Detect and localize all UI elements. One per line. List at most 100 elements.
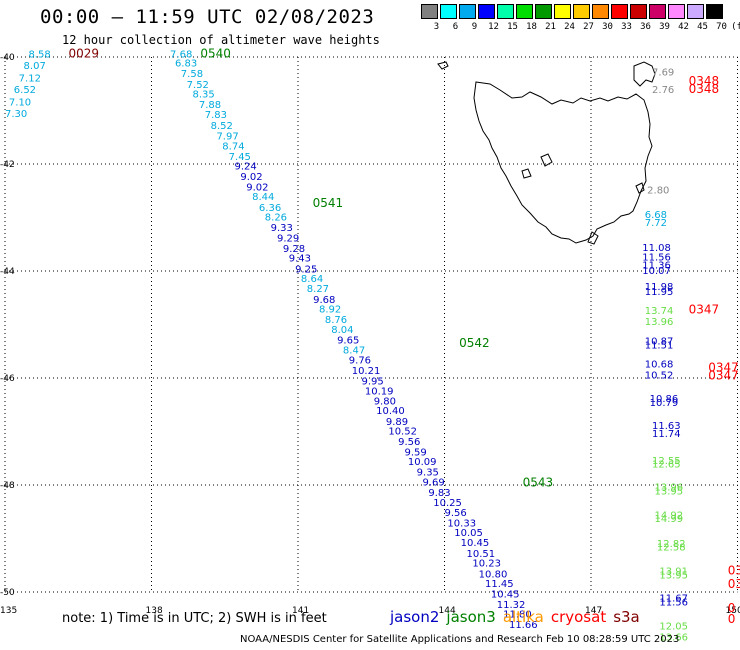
legend-s3a: s3a: [613, 608, 640, 626]
wave-height-value: 8.27: [307, 284, 329, 295]
wave-height-value: 9.76: [349, 355, 371, 366]
lat-tick-label: -44: [0, 267, 15, 277]
wave-height-value: 13.96: [645, 317, 674, 328]
wave-height-value: 7.12: [19, 73, 41, 84]
wave-height-value: 6.83: [175, 58, 197, 69]
legend-altika: altika: [502, 608, 544, 626]
colorbar-swatch: [478, 4, 495, 19]
colorbar-label: 3: [433, 22, 440, 32]
wave-height-value: 9.56: [398, 437, 420, 448]
wave-height-value: 9.29: [277, 233, 299, 244]
wave-height-value: 8.74: [222, 141, 244, 152]
wave-height-value: 10.40: [376, 406, 405, 417]
wave-height-value: 9.33: [271, 223, 293, 234]
wave-height-value: 10.05: [454, 528, 483, 539]
lon-tick-label: 147: [585, 606, 602, 616]
wave-height-value: 10.45: [461, 538, 490, 549]
colorbar-label: 6: [452, 22, 459, 32]
wave-height-value: 9.59: [404, 447, 426, 458]
wave-height-value: 11.63: [652, 421, 681, 432]
pass-id-label: 0347: [708, 360, 739, 374]
wave-height-value: 12.65: [652, 460, 681, 471]
pass-id-label: 0: [728, 601, 736, 615]
wave-height-value: 10.09: [408, 457, 437, 468]
wave-height-value: 7.10: [9, 97, 31, 108]
colorbar-swatch: [592, 4, 609, 19]
wave-height-value: 11.66: [509, 620, 538, 631]
wave-height-value: 8.07: [24, 61, 46, 72]
wave-height-value: 9.02: [246, 182, 268, 193]
wave-height-value: 9.25: [295, 264, 317, 275]
wave-height-value: 10.52: [645, 370, 674, 381]
colorbar-swatch: [687, 4, 704, 19]
wave-height-value: 9.02: [240, 172, 262, 183]
wave-height-value: 12.58: [657, 543, 686, 554]
pass-id-label: 0541: [313, 196, 344, 210]
wave-height-value: 8.76: [325, 315, 347, 326]
wave-height-value: 7.69: [652, 67, 674, 78]
flinders-island: [633, 61, 656, 87]
pass-id-label: 0542: [459, 336, 490, 350]
wave-height-value: 11.51: [645, 340, 674, 351]
colorbar-swatch: [668, 4, 685, 19]
colorbar-swatch: [459, 4, 476, 19]
wave-height-value: 7.30: [5, 109, 27, 120]
wave-height-value: 13.95: [654, 486, 683, 497]
colorbar-swatch: [630, 4, 647, 19]
pass-id-label: 03: [728, 577, 740, 591]
wave-height-value: 9.83: [428, 488, 450, 499]
map-subtitle: 12 hour collection of altimeter wave hei…: [62, 33, 380, 47]
pass-id-label: 0348: [689, 74, 720, 88]
colorbar-label: 9: [471, 22, 478, 32]
wave-height-value: 6.68: [645, 210, 667, 221]
wave-height-value: 10.19: [365, 386, 394, 397]
colorbar-label: 39: [659, 22, 670, 32]
tasmania-coastline: [437, 61, 656, 245]
lake-inland-2: [521, 168, 532, 179]
wave-height-value: 12.55: [652, 456, 681, 467]
wave-height-value: 6.36: [259, 203, 281, 214]
wave-height-value: 10.86: [650, 394, 679, 405]
lon-tick-label: 135: [0, 606, 17, 616]
wave-height-value: 8.58: [28, 49, 50, 60]
wave-height-value: 11.08: [642, 243, 671, 254]
colorbar-label: 42: [678, 22, 689, 32]
wave-height-value: 9.80: [374, 396, 396, 407]
wave-height-value: 13.91: [659, 567, 688, 578]
wave-height-value: 8.04: [331, 325, 353, 336]
wave-height-value: 10.23: [472, 559, 501, 570]
wave-height-value: 10.79: [650, 398, 679, 409]
wave-height-value: 8.52: [211, 121, 233, 132]
lon-tick-label: 138: [146, 606, 163, 616]
colorbar-swatch: [706, 4, 723, 19]
wave-height-value: 7.83: [205, 110, 227, 121]
colorbar-swatch: [440, 4, 457, 19]
legend-cryosat: cryosat: [550, 608, 607, 626]
wave-height-value: 7.97: [216, 132, 238, 143]
wave-height-value: 10.33: [447, 518, 476, 529]
colorbar-label: 12: [488, 22, 499, 32]
wave-height-value: 11.45: [485, 579, 514, 590]
wave-height-value: 7.68: [170, 49, 192, 60]
legend-jason3: jason3: [446, 608, 496, 626]
wave-height-value: 10.45: [491, 590, 520, 601]
wave-height-value: 9.28: [283, 244, 305, 255]
wave-height-value: 9.35: [417, 468, 439, 479]
credit-footer: NOAA/NESDIS Center for Satellite Applica…: [240, 634, 680, 645]
wave-height-value: 9.24: [235, 162, 257, 173]
units-note: note: 1) Time is in UTC; 2) SWH is in fe…: [62, 611, 327, 626]
colorbar-unit: (ft): [731, 22, 740, 32]
lat-tick-label: -42: [0, 160, 15, 170]
pass-id-label: 03: [728, 564, 740, 578]
colorbar-label: 18: [526, 22, 537, 32]
wave-height-value: 10.87: [645, 337, 674, 348]
pass-id-labels: 0029 054005410542054303480348034703470347…: [68, 46, 740, 625]
wave-height-value: 8.35: [193, 89, 215, 100]
wave-height-value: 13.95: [659, 570, 688, 581]
wave-height-value: 9.56: [445, 508, 467, 519]
wave-height-value: 10.80: [479, 569, 508, 580]
wave-height-value: 11.98: [645, 282, 674, 293]
wave-height-value: 11.74: [652, 429, 681, 440]
wave-height-value: 11.56: [642, 253, 671, 264]
wave-height-value: 13.96: [654, 483, 683, 494]
